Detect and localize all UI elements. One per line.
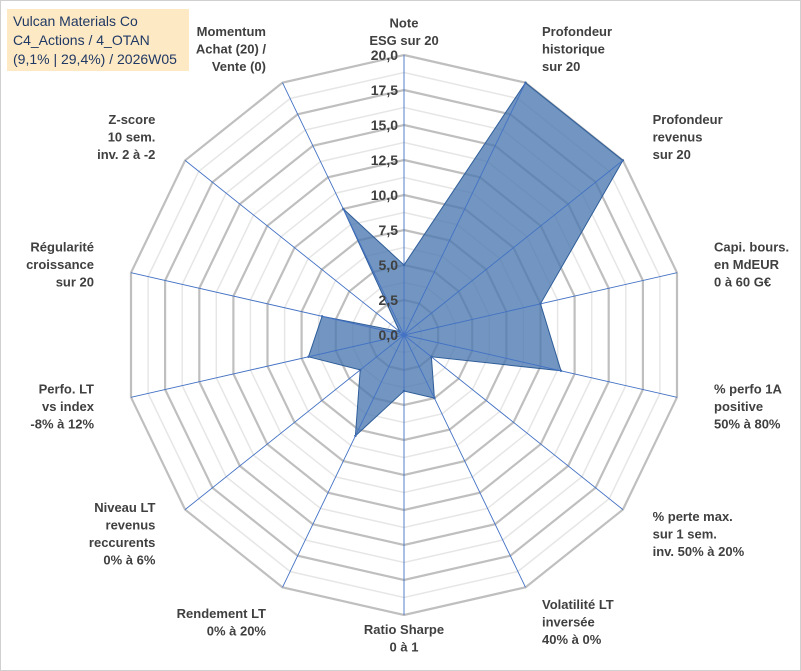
tick-label: 20,0: [371, 47, 398, 63]
axis-label-line: Z-score: [108, 112, 155, 127]
axis-label-line: % perfo 1A: [714, 381, 783, 396]
axis-spoke: [130, 272, 405, 336]
axis-label-line: en MdEUR: [714, 257, 780, 272]
axis-label-line: revenus: [106, 518, 156, 533]
tick-label: 10,0: [371, 187, 398, 203]
title-line-portfolio: C4_Actions / 4_OTAN: [13, 32, 150, 48]
axis-label-line: revenus: [653, 130, 703, 145]
axis-label-line: Volatilité LT: [542, 597, 614, 612]
axis-label-line: Ratio Sharpe: [364, 622, 444, 637]
axis-label-line: inv. 50% à 20%: [653, 544, 745, 559]
axis-label-line: Profondeur: [542, 24, 612, 39]
axis-spoke: [403, 272, 678, 336]
axis-spoke: [403, 82, 526, 336]
axis-label-line: 10 sem.: [108, 130, 156, 145]
axis-spoke: [403, 160, 624, 336]
title-line-company: Vulcan Materials Co: [13, 13, 138, 29]
axis-spoke: [282, 334, 405, 588]
axis-label-line: sur 20: [542, 59, 580, 74]
title-line-stats: (9,1% | 29,4%) / 2026W05: [13, 51, 177, 67]
axis-spokes: [130, 55, 678, 615]
axis-spoke: [130, 334, 405, 398]
axis-label-line: inv. 2 à -2: [97, 147, 155, 162]
axis-label-line: Perfo. LT: [39, 381, 94, 396]
axis-label-line: inversée: [542, 615, 595, 630]
axis-label-line: ESG sur 20: [369, 33, 438, 48]
axis-label-line: sur 20: [653, 147, 691, 162]
axis-label-line: vs index: [42, 399, 95, 414]
axis-spoke: [403, 334, 678, 398]
tick-label: 7,5: [379, 222, 399, 238]
axis-label-line: Rendement LT: [177, 606, 266, 621]
axis-label-line: historique: [542, 42, 605, 57]
axis-label-line: positive: [714, 399, 763, 414]
axis-label-line: Niveau LT: [94, 500, 155, 515]
axis-label-line: Capi. bours.: [714, 240, 789, 255]
axis-label-line: sur 20: [56, 275, 94, 290]
axis-label-line: 0 à 60 G€: [714, 275, 771, 290]
axis-label-line: croissance: [26, 257, 94, 272]
chart-title-box: Vulcan Materials Co C4_Actions / 4_OTAN …: [7, 9, 189, 71]
axis-label-line: Profondeur: [653, 112, 723, 127]
axis-label-line: 50% à 80%: [714, 416, 781, 431]
axis-spoke: [282, 82, 405, 336]
axis-spoke: [184, 160, 405, 336]
axis-label-line: 0% à 20%: [207, 623, 267, 638]
axis-label-line: Régularité: [30, 240, 94, 255]
axis-label-line: reccurents: [89, 535, 155, 550]
tick-label: 17,5: [371, 82, 398, 98]
axis-label-line: Momentum: [197, 24, 266, 39]
axis-label-line: 0% à 6%: [103, 553, 155, 568]
tick-label: 5,0: [379, 257, 399, 273]
axis-label-line: Achat (20) /: [196, 42, 266, 57]
axis-spoke: [403, 334, 526, 588]
axis-spoke: [184, 334, 405, 510]
axis-label-line: 0 à 1: [390, 640, 419, 655]
axis-spoke: [403, 334, 624, 510]
axis-label-line: -8% à 12%: [30, 416, 94, 431]
tick-labels: 0,0 2,5 5,0 7,5 10,0 12,5 15,0 17,5 20,0: [371, 47, 398, 343]
tick-label: 0,0: [379, 327, 399, 343]
axis-labels: Note ESG sur 20 Profondeur historique sur 20…: [26, 16, 789, 655]
axis-label-line: Vente (0): [212, 59, 266, 74]
tick-label: 12,5: [371, 152, 398, 168]
tick-label: 15,0: [371, 117, 398, 133]
axis-label-line: % perte max.: [653, 509, 733, 524]
tick-label: 2,5: [379, 292, 399, 308]
axis-label-line: sur 1 sem.: [653, 526, 717, 541]
axis-label-line: Note: [390, 16, 419, 31]
axis-label-line: 40% à 0%: [542, 632, 602, 647]
